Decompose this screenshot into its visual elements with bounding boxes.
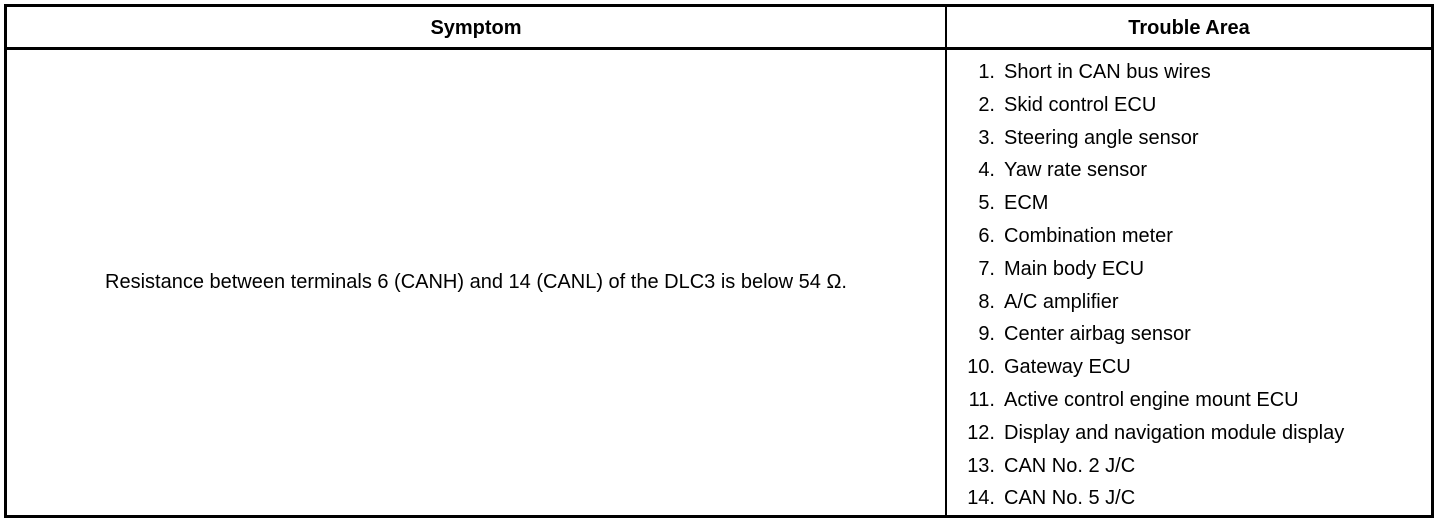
list-item: 6. Combination meter [947,220,1431,253]
item-number: 4. [978,159,995,182]
list-item: 7. Main body ECU [947,253,1431,286]
list-item: 1. Short in CAN bus wires [947,56,1431,89]
symptom-table: Symptom Trouble Area Resistance between … [4,4,1434,518]
item-label: Active control engine mount ECU [1004,388,1299,411]
list-item: 9. Center airbag sensor [947,318,1431,351]
list-item: 2. Skid control ECU [947,89,1431,122]
trouble-area-list: 1. Short in CAN bus wires 2. Skid control E… [947,56,1431,515]
item-number: 13. [967,454,995,477]
item-number: 3. [978,126,995,149]
item-label: Center airbag sensor [1004,323,1191,346]
header-symptom: Symptom [430,17,522,39]
item-label: Yaw rate sensor [1004,159,1148,182]
list-item: 14. CAN No. 5 J/C [947,482,1431,515]
item-number: 11. [968,388,995,411]
item-label: Short in CAN bus wires [1004,61,1211,83]
item-label: Main body ECU [1004,257,1145,280]
item-number: 8. [978,290,995,313]
symptom-text: Resistance between terminals 6 (CANH) an… [105,271,847,293]
list-item: 13. CAN No. 2 J/C [947,450,1431,483]
item-number: 10. [967,356,995,379]
list-item: 12. Display and navigation module display [947,417,1431,450]
item-label: A/C amplifier [1004,290,1119,313]
item-label: Combination meter [1004,224,1173,247]
item-number: 14. [967,487,995,510]
item-label: CAN No. 5 J/C [1004,487,1136,510]
header-trouble-area: Trouble Area [1128,17,1250,39]
item-label: Gateway ECU [1004,356,1131,379]
list-item: 3. Steering angle sensor [947,122,1431,155]
list-item: 5. ECM [947,187,1431,220]
list-item: 11. Active control engine mount ECU [947,384,1431,417]
item-label: ECM [1004,192,1049,215]
symptom-cell: Resistance between terminals 6 (CANH) an… [7,50,945,515]
item-label: Skid control ECU [1004,93,1157,116]
item-number: 7. [978,257,995,280]
header-row: Symptom Trouble Area [7,7,1431,50]
item-number: 12. [967,421,995,444]
list-item: 4. Yaw rate sensor [947,154,1431,187]
column-divider [945,7,947,515]
item-label: Display and navigation module display [1004,421,1345,444]
item-label: Steering angle sensor [1004,126,1199,149]
list-item: 10. Gateway ECU [947,351,1431,384]
item-label: CAN No. 2 J/C [1004,454,1136,477]
item-number: 9. [978,323,995,346]
list-item: 8. A/C amplifier [947,286,1431,319]
item-number: 1. [978,61,995,83]
item-number: 5. [978,192,995,215]
item-number: 6. [978,224,995,247]
item-number: 2. [978,93,995,116]
